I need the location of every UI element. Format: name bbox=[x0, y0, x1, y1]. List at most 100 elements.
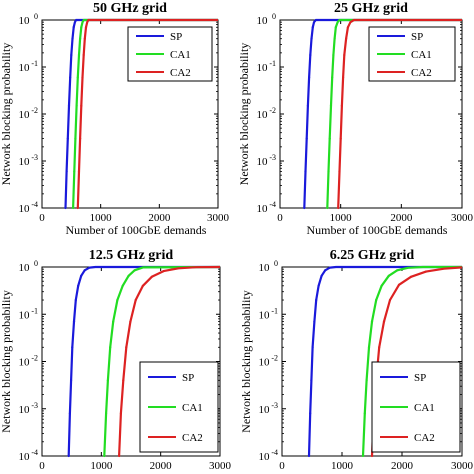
series-point-ca1 bbox=[334, 26, 337, 29]
y-tick-exponent: -3 bbox=[271, 401, 278, 410]
series-point-ca2 bbox=[341, 76, 345, 79]
series-point-ca2 bbox=[150, 275, 153, 278]
series-point-ca2 bbox=[338, 170, 341, 173]
series-point-ca2 bbox=[125, 346, 128, 349]
legend-label-ca2: CA2 bbox=[411, 67, 432, 79]
series-point-sp bbox=[74, 298, 77, 302]
series-point-sp bbox=[315, 298, 318, 302]
legend: SP CA1 CA2 bbox=[139, 361, 219, 453]
series-point-ca1 bbox=[71, 206, 75, 210]
series-point-sp bbox=[65, 170, 68, 173]
y-tick-exponent: -4 bbox=[269, 200, 276, 209]
y-tick-label: 10 bbox=[257, 203, 269, 215]
series-point-ca1 bbox=[361, 454, 365, 458]
y-tick-label: 10 bbox=[257, 15, 269, 27]
series-point-sp bbox=[71, 37, 74, 40]
panel-title: 12.5 GHz grid bbox=[89, 248, 174, 263]
x-tick-label: 2000 bbox=[390, 212, 413, 224]
series-point-ca2 bbox=[340, 104, 343, 107]
series-point-ca2 bbox=[162, 269, 165, 273]
series-point-ca1 bbox=[332, 53, 335, 57]
series-point-ca2 bbox=[388, 298, 392, 302]
series-point-ca2 bbox=[337, 206, 340, 210]
series-point-ca1 bbox=[74, 137, 77, 140]
series-point-sp bbox=[72, 26, 75, 29]
y-tick-label: 10 bbox=[19, 109, 31, 121]
x-tick-label: 0 bbox=[279, 460, 285, 472]
x-axis-label: Number of 100GbE demands bbox=[66, 223, 207, 237]
series-point-ca1 bbox=[116, 298, 119, 302]
series-point-sp bbox=[320, 274, 323, 277]
panel-title: 25 GHz grid bbox=[334, 1, 408, 16]
series-point-ca2 bbox=[84, 26, 88, 29]
series-point-ca1 bbox=[367, 346, 371, 349]
series-point-ca1 bbox=[103, 454, 106, 458]
series-point-ca2 bbox=[80, 104, 83, 107]
series-point-ca1 bbox=[73, 170, 76, 173]
series-point-sp bbox=[64, 206, 67, 210]
x-tick-label: 0 bbox=[39, 460, 45, 472]
y-tick-exponent: -4 bbox=[271, 448, 278, 457]
y-tick-exponent: 0 bbox=[274, 259, 278, 268]
series-point-ca2 bbox=[346, 26, 350, 29]
y-tick-exponent: 0 bbox=[34, 259, 38, 268]
y-tick-exponent: -2 bbox=[31, 106, 38, 115]
series-point-ca2 bbox=[370, 454, 374, 458]
panel-title: 6.25 GHz grid bbox=[330, 248, 415, 263]
x-tick-label: 2000 bbox=[150, 460, 173, 472]
y-tick-exponent: -1 bbox=[269, 59, 276, 68]
legend-label-sp: SP bbox=[414, 372, 426, 384]
series-point-ca1 bbox=[112, 320, 115, 323]
series-point-ca1 bbox=[76, 76, 79, 79]
series-point-sp bbox=[72, 320, 76, 323]
series-point-sp bbox=[306, 104, 310, 107]
series-point-ca2 bbox=[76, 206, 79, 210]
y-tick-label: 10 bbox=[19, 451, 31, 463]
series-point-sp bbox=[69, 379, 73, 382]
series-point-ca2 bbox=[382, 320, 386, 323]
series-point-sp bbox=[80, 274, 83, 277]
series-point-sp bbox=[313, 320, 316, 323]
series-point-ca1 bbox=[396, 269, 399, 272]
series-point-sp bbox=[311, 346, 314, 349]
y-tick-exponent: -2 bbox=[269, 106, 276, 115]
series-point-sp bbox=[69, 76, 72, 79]
series-point-ca2 bbox=[343, 53, 346, 57]
series-point-ca2 bbox=[79, 137, 82, 140]
y-tick-exponent: 0 bbox=[272, 12, 276, 21]
legend: SP CA1 CA2 bbox=[371, 361, 461, 453]
series-point-sp bbox=[304, 170, 307, 173]
series-point-ca1 bbox=[329, 104, 333, 107]
y-tick-label: 10 bbox=[257, 156, 269, 168]
series-point-sp bbox=[310, 379, 313, 382]
series-point-ca2 bbox=[339, 137, 342, 140]
y-tick-label: 10 bbox=[19, 404, 31, 416]
series-point-ca1 bbox=[370, 320, 374, 323]
series-point-ca2 bbox=[134, 298, 137, 302]
x-axis-label: Number of 100GbE demands bbox=[307, 223, 448, 237]
y-tick-exponent: -3 bbox=[31, 401, 38, 410]
legend-label-sp: SP bbox=[182, 372, 194, 384]
series-point-sp bbox=[311, 26, 314, 29]
y-tick-exponent: -3 bbox=[31, 153, 38, 162]
legend: SP CA1 CA2 bbox=[127, 26, 213, 82]
series-point-ca1 bbox=[328, 137, 331, 140]
series-point-sp bbox=[310, 37, 313, 40]
series-point-ca2 bbox=[82, 53, 85, 57]
series-point-sp bbox=[67, 104, 71, 107]
series-point-ca1 bbox=[380, 284, 383, 287]
x-tick-label: 0 bbox=[39, 212, 45, 224]
x-tick-label: 3000 bbox=[207, 212, 230, 224]
series-point-ca1 bbox=[375, 298, 378, 302]
y-tick-label: 10 bbox=[19, 203, 31, 215]
y-axis-label: Network blocking probability bbox=[237, 43, 251, 186]
series-point-sp bbox=[67, 454, 70, 458]
series-point-sp bbox=[317, 284, 320, 287]
series-point-sp bbox=[71, 346, 74, 349]
series-point-ca2 bbox=[83, 37, 86, 40]
series-point-ca2 bbox=[119, 412, 123, 415]
y-tick-label: 10 bbox=[259, 357, 271, 369]
